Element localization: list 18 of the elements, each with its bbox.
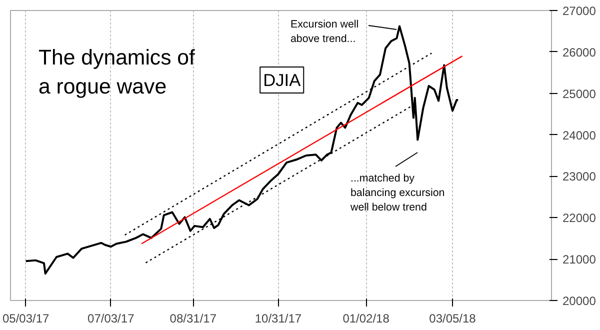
y-tick-label: 21000 [562,252,596,267]
y-tick-label: 27000 [562,4,596,18]
x-tick-label: 01/02/18 [342,312,390,326]
x-tick-label: 10/31/17 [254,312,302,326]
y-tick-label: 22000 [562,211,596,226]
y-tick-label: 25000 [562,86,596,101]
annotation: ...matched by balancing excursion well below trend [350,172,445,214]
y-tick-label: 23000 [562,170,596,184]
y-tick-label: 20000 [562,294,596,308]
y-tick-label: 26000 [562,45,596,60]
x-tick-label: 08/31/17 [170,312,217,326]
x-tick-label: 05/03/17 [2,312,50,326]
x-tick-label: 07/03/17 [88,312,135,326]
text: The dynamics of a rogue wave [38,46,196,98]
annotation: Excursion well above trend... [290,18,359,45]
annotation: DJIA [263,70,302,90]
x-tick-label: 03/05/18 [429,312,476,326]
y-tick-label: 24000 [562,128,596,142]
